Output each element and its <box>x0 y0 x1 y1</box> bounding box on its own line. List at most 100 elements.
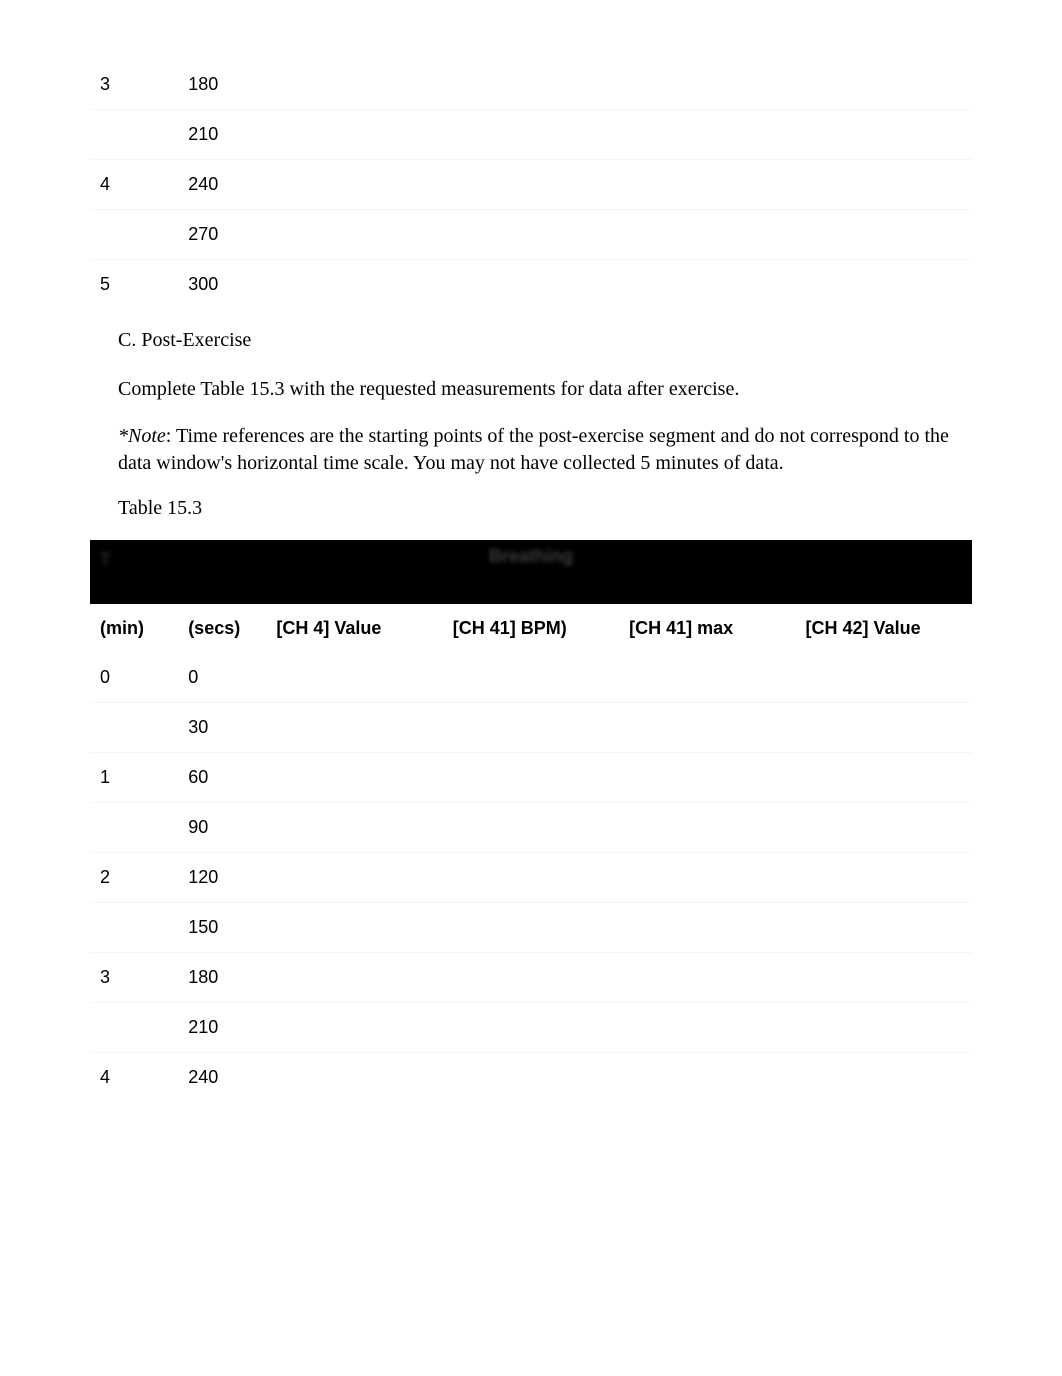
cell-data-2 <box>619 1053 795 1103</box>
cell-secs: 240 <box>178 1053 266 1103</box>
table-caption: Table 15.3 <box>90 497 972 520</box>
cell-data-2 <box>619 210 795 260</box>
cell-min: 4 <box>90 1053 178 1103</box>
cell-data-1 <box>443 703 619 753</box>
cell-secs: 60 <box>178 753 266 803</box>
cell-data-1 <box>443 210 619 260</box>
cell-data-3 <box>796 60 972 110</box>
cell-data-3 <box>796 210 972 260</box>
cell-data-2 <box>619 703 795 753</box>
cell-data-0 <box>266 160 442 210</box>
bottom-table-row: 4240 <box>90 1053 972 1103</box>
top-table-row: 4240 <box>90 160 972 210</box>
cell-data-2 <box>619 260 795 310</box>
bottom-table-wrapper: (min) (secs) [CH 4] Value [CH 41] BPM) [… <box>90 604 972 1102</box>
cell-min <box>90 210 178 260</box>
cell-data-2 <box>619 753 795 803</box>
cell-secs: 300 <box>178 260 266 310</box>
bottom-table-row: 150 <box>90 903 972 953</box>
top-table-row: 5300 <box>90 260 972 310</box>
cell-data-0 <box>266 60 442 110</box>
cell-data-2 <box>619 60 795 110</box>
header-band-left-blurred: T <box>100 550 111 571</box>
note-rest: : Time references are the starting point… <box>118 425 949 474</box>
cell-secs: 30 <box>178 703 266 753</box>
top-table-row: 210 <box>90 110 972 160</box>
cell-data-3 <box>796 1003 972 1053</box>
cell-data-0 <box>266 753 442 803</box>
cell-min: 3 <box>90 953 178 1003</box>
cell-data-0 <box>266 210 442 260</box>
cell-data-1 <box>443 653 619 703</box>
cell-secs: 180 <box>178 953 266 1003</box>
col-header-min: (min) <box>90 604 178 653</box>
bottom-table-row: 210 <box>90 1003 972 1053</box>
bottom-table-row: 30 <box>90 703 972 753</box>
cell-data-2 <box>619 903 795 953</box>
cell-min: 5 <box>90 260 178 310</box>
bottom-table: (min) (secs) [CH 4] Value [CH 41] BPM) [… <box>90 604 972 1102</box>
cell-data-0 <box>266 653 442 703</box>
cell-data-0 <box>266 703 442 753</box>
header-band-center-blurred: Breathing <box>489 546 573 567</box>
cell-data-1 <box>443 160 619 210</box>
cell-min: 4 <box>90 160 178 210</box>
bottom-table-row: 90 <box>90 803 972 853</box>
cell-data-0 <box>266 260 442 310</box>
cell-data-0 <box>266 903 442 953</box>
cell-min <box>90 803 178 853</box>
bottom-table-row: 160 <box>90 753 972 803</box>
note-label: *Note <box>118 425 166 447</box>
col-header-secs: (secs) <box>178 604 266 653</box>
col-header-ch41-bpm: [CH 41] BPM) <box>443 604 619 653</box>
cell-data-2 <box>619 953 795 1003</box>
instruction-text: Complete Table 15.3 with the requested m… <box>90 376 972 403</box>
cell-secs: 210 <box>178 1003 266 1053</box>
cell-data-2 <box>619 1003 795 1053</box>
cell-data-3 <box>796 110 972 160</box>
section-heading: C. Post-Exercise <box>90 329 972 352</box>
cell-data-0 <box>266 1053 442 1103</box>
cell-data-1 <box>443 1053 619 1103</box>
table-header-band: T Breathing <box>90 540 972 604</box>
cell-min: 2 <box>90 853 178 903</box>
col-header-ch42-value: [CH 42] Value <box>796 604 972 653</box>
cell-data-3 <box>796 753 972 803</box>
cell-data-3 <box>796 903 972 953</box>
cell-data-0 <box>266 803 442 853</box>
note-text: *Note: Time references are the starting … <box>90 423 972 477</box>
cell-secs: 120 <box>178 853 266 903</box>
cell-secs: 270 <box>178 210 266 260</box>
cell-secs: 0 <box>178 653 266 703</box>
cell-secs: 150 <box>178 903 266 953</box>
bottom-table-row: 00 <box>90 653 972 703</box>
cell-data-3 <box>796 1053 972 1103</box>
cell-data-2 <box>619 653 795 703</box>
cell-data-1 <box>443 853 619 903</box>
cell-data-3 <box>796 953 972 1003</box>
cell-data-1 <box>443 753 619 803</box>
cell-data-0 <box>266 110 442 160</box>
cell-data-1 <box>443 1003 619 1053</box>
cell-data-0 <box>266 1003 442 1053</box>
cell-min <box>90 903 178 953</box>
cell-data-0 <box>266 953 442 1003</box>
bottom-table-row: 3180 <box>90 953 972 1003</box>
cell-data-1 <box>443 260 619 310</box>
cell-data-1 <box>443 903 619 953</box>
cell-secs: 210 <box>178 110 266 160</box>
cell-secs: 240 <box>178 160 266 210</box>
cell-secs: 90 <box>178 803 266 853</box>
top-table-row: 270 <box>90 210 972 260</box>
cell-data-3 <box>796 260 972 310</box>
cell-data-1 <box>443 60 619 110</box>
cell-data-2 <box>619 160 795 210</box>
cell-data-2 <box>619 853 795 903</box>
cell-data-3 <box>796 160 972 210</box>
cell-data-2 <box>619 110 795 160</box>
cell-min <box>90 110 178 160</box>
cell-data-3 <box>796 653 972 703</box>
top-table: 318021042402705300 <box>90 60 972 309</box>
cell-secs: 180 <box>178 60 266 110</box>
cell-data-1 <box>443 110 619 160</box>
